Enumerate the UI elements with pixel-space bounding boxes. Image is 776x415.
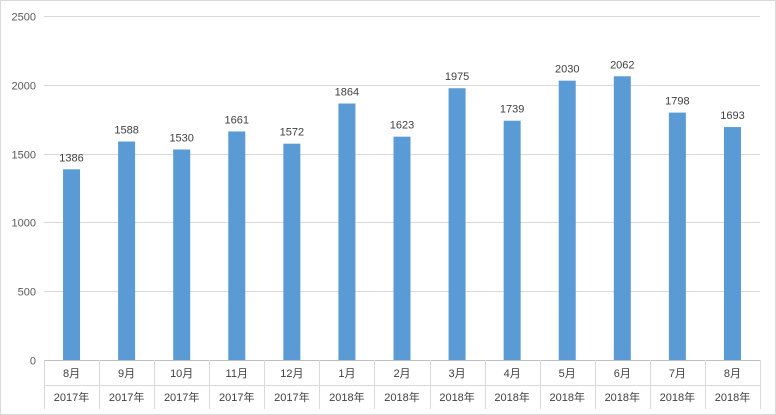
category-month-label: 10月	[170, 368, 193, 380]
data-label: 1588	[114, 124, 138, 136]
category-month-label: 7月	[669, 368, 686, 380]
bar	[393, 136, 411, 360]
bar	[668, 112, 686, 360]
category-month-label: 8月	[63, 368, 80, 380]
data-label: 2062	[610, 59, 634, 71]
category-year-label: 2017年	[164, 390, 199, 404]
category-month-label: 5月	[559, 368, 576, 380]
category-month-label: 6月	[614, 368, 631, 380]
category-year-label: 2018年	[715, 390, 750, 404]
category-year-label: 2018年	[549, 390, 584, 404]
bar	[228, 131, 246, 360]
data-label: 1975	[445, 71, 469, 83]
data-label: 1693	[720, 110, 744, 122]
category-year-label: 2017年	[109, 390, 144, 404]
data-label: 1386	[59, 152, 83, 164]
category-year-label: 2018年	[605, 390, 640, 404]
category-axis: 8月 2017年 9月 2017年 10月 2017年 11月 2017年 12月 2017年 1月…	[44, 360, 761, 409]
category-year-label: 2017年	[54, 390, 89, 404]
category-month-label: 4月	[504, 368, 521, 380]
category-month-label: 9月	[118, 368, 135, 380]
data-label: 1572	[280, 127, 304, 139]
category-month-label: 2月	[393, 368, 410, 380]
bar	[558, 80, 576, 360]
bar	[448, 88, 466, 361]
category-month-label: 1月	[338, 368, 355, 380]
data-label: 1739	[500, 104, 524, 116]
y-axis-tick-labels: 0 500 1000 1500 2000 2500	[12, 12, 36, 368]
y-tick-label: 1000	[12, 218, 36, 230]
y-tick-label: 2500	[12, 12, 36, 24]
category-year-label: 2018年	[329, 390, 364, 404]
data-label: 1864	[335, 87, 359, 99]
bar	[723, 127, 741, 360]
bars	[63, 76, 741, 361]
bar	[503, 120, 521, 361]
category-month-label: 8月	[724, 368, 741, 380]
category-year-label: 2018年	[439, 390, 474, 404]
y-tick-label: 2000	[12, 81, 36, 93]
category-month-label: 11月	[226, 368, 248, 380]
category-year-label: 2018年	[660, 390, 695, 404]
data-label: 1623	[390, 120, 414, 132]
bar	[118, 141, 136, 360]
category-month-label: 12月	[280, 368, 303, 380]
category-year-label: 2018年	[384, 390, 419, 404]
category-year-label: 2017年	[274, 390, 309, 404]
bar	[63, 169, 81, 360]
data-label: 2030	[555, 64, 579, 76]
bar	[283, 143, 301, 360]
y-tick-label: 1500	[12, 150, 36, 162]
y-tick-label: 0	[30, 356, 36, 368]
category-year-label: 2018年	[494, 390, 529, 404]
data-labels: 1386 1588 1530 1661 1572 1864 1623 1975 1739 2030…	[59, 59, 744, 164]
data-label: 1661	[225, 114, 249, 126]
data-label: 1798	[665, 96, 689, 108]
y-tick-label: 500	[18, 287, 36, 299]
bar	[338, 103, 356, 360]
bar	[613, 76, 631, 360]
category-year-label: 2017年	[219, 390, 254, 404]
data-label: 1530	[169, 132, 193, 144]
category-month-label: 3月	[449, 368, 466, 380]
bar	[173, 149, 191, 360]
